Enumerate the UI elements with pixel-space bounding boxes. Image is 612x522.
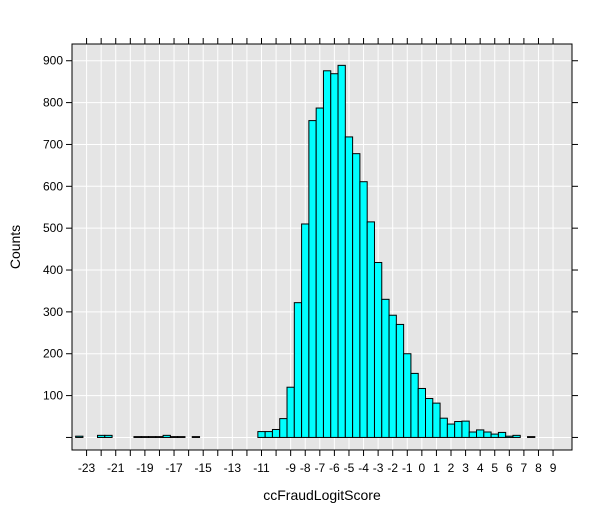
- histogram-bar: [191, 436, 201, 438]
- histogram-bar: [271, 428, 281, 438]
- x-tick-label: 3: [462, 461, 469, 475]
- x-tick-label: -9: [285, 461, 296, 475]
- histogram-bar: [476, 429, 485, 438]
- histogram-bar: [293, 302, 303, 438]
- histogram-bar: [352, 153, 361, 438]
- y-tick-label: 500: [43, 221, 63, 235]
- y-tick-label: 400: [43, 263, 63, 277]
- histogram-bar: [344, 136, 354, 438]
- histogram-bar: [104, 434, 113, 438]
- histogram-bar: [308, 120, 317, 438]
- y-tick-label: 300: [43, 305, 63, 319]
- histogram-bar: [527, 436, 536, 438]
- histogram-bar: [133, 436, 142, 438]
- histogram-bar: [417, 387, 426, 438]
- x-tick-label: -5: [344, 461, 355, 475]
- histogram-bar: [483, 431, 492, 438]
- histogram-bar: [177, 436, 186, 438]
- x-tick-label: 4: [477, 461, 484, 475]
- x-tick-label: 2: [448, 461, 455, 475]
- y-tick-label: 700: [43, 137, 63, 151]
- x-tick-label: -11: [253, 461, 270, 475]
- histogram-bar: [148, 436, 157, 438]
- y-tick-label: 200: [43, 347, 63, 361]
- histogram-bar: [454, 421, 463, 438]
- histogram-bar: [162, 434, 171, 438]
- histogram-bar: [403, 353, 412, 438]
- histogram-bar: [468, 431, 478, 438]
- bars: [75, 64, 536, 438]
- x-tick-label: -4: [358, 461, 369, 475]
- x-tick-label: 6: [506, 461, 513, 475]
- histogram-bar: [264, 431, 273, 438]
- x-tick-label: -15: [195, 461, 213, 475]
- x-tick-label: 0: [419, 461, 426, 475]
- x-tick-label: 1: [433, 461, 440, 475]
- histogram-bar: [461, 420, 470, 438]
- histogram-bar: [286, 386, 295, 438]
- x-tick-label: 7: [521, 461, 528, 475]
- histogram-bar: [424, 398, 434, 438]
- histogram-bar: [155, 436, 164, 438]
- histogram-bar: [366, 221, 375, 438]
- histogram-bar: [140, 436, 150, 438]
- histogram-bar: [512, 434, 521, 438]
- x-tick-label: -6: [329, 461, 340, 475]
- histogram-bar: [490, 433, 499, 438]
- plot-border: [71, 43, 573, 451]
- axis-ticks: -23 -21 -19 -17 -15 -13 -11 -9 -8 -7 -6 -5 -4 -3 -2 -1 0…: [43, 38, 578, 475]
- histogram-bar: [439, 417, 448, 438]
- x-tick-label: -8: [300, 461, 311, 475]
- histogram-bar: [322, 70, 332, 438]
- histogram-bar: [373, 261, 383, 438]
- histogram-bar: [388, 314, 397, 438]
- histogram-bar: [381, 298, 390, 438]
- histogram-bar: [169, 436, 179, 438]
- histogram-bar: [497, 431, 507, 438]
- histogram-bar: [315, 107, 324, 438]
- x-tick-label: -17: [165, 461, 183, 475]
- x-tick-label: -3: [373, 461, 384, 475]
- x-tick-label: -13: [224, 461, 242, 475]
- histogram-bar: [359, 181, 368, 438]
- histogram-bar: [301, 223, 310, 438]
- histogram-bar: [395, 323, 405, 438]
- histogram-bar: [337, 64, 346, 438]
- x-tick-label: 5: [491, 461, 498, 475]
- y-tick-label: 800: [43, 96, 63, 110]
- histogram-bar: [505, 435, 514, 438]
- y-tick-label: 100: [43, 389, 63, 403]
- histogram-bar: [75, 435, 84, 438]
- histogram-bar: [410, 372, 419, 438]
- x-tick-label: -7: [314, 461, 325, 475]
- y-axis-label: Counts: [7, 225, 23, 269]
- x-tick-label: 8: [535, 461, 542, 475]
- x-tick-label: -1: [402, 461, 413, 475]
- histogram-bar: [257, 431, 266, 438]
- y-tick-label: 600: [43, 179, 63, 193]
- x-axis-label: ccFraudLogitScore: [263, 487, 381, 503]
- histogram-bar: [97, 434, 106, 438]
- histogram-bar: [330, 73, 339, 438]
- y-tick-label: 900: [43, 54, 63, 68]
- histogram-bar: [432, 402, 441, 438]
- x-tick-label: -23: [78, 461, 96, 475]
- x-tick-label: -19: [136, 461, 154, 475]
- x-tick-label: -2: [387, 461, 398, 475]
- x-tick-label: -21: [107, 461, 125, 475]
- histogram-bar: [279, 418, 288, 438]
- histogram-bar: [446, 423, 456, 438]
- x-tick-label: 9: [550, 461, 557, 475]
